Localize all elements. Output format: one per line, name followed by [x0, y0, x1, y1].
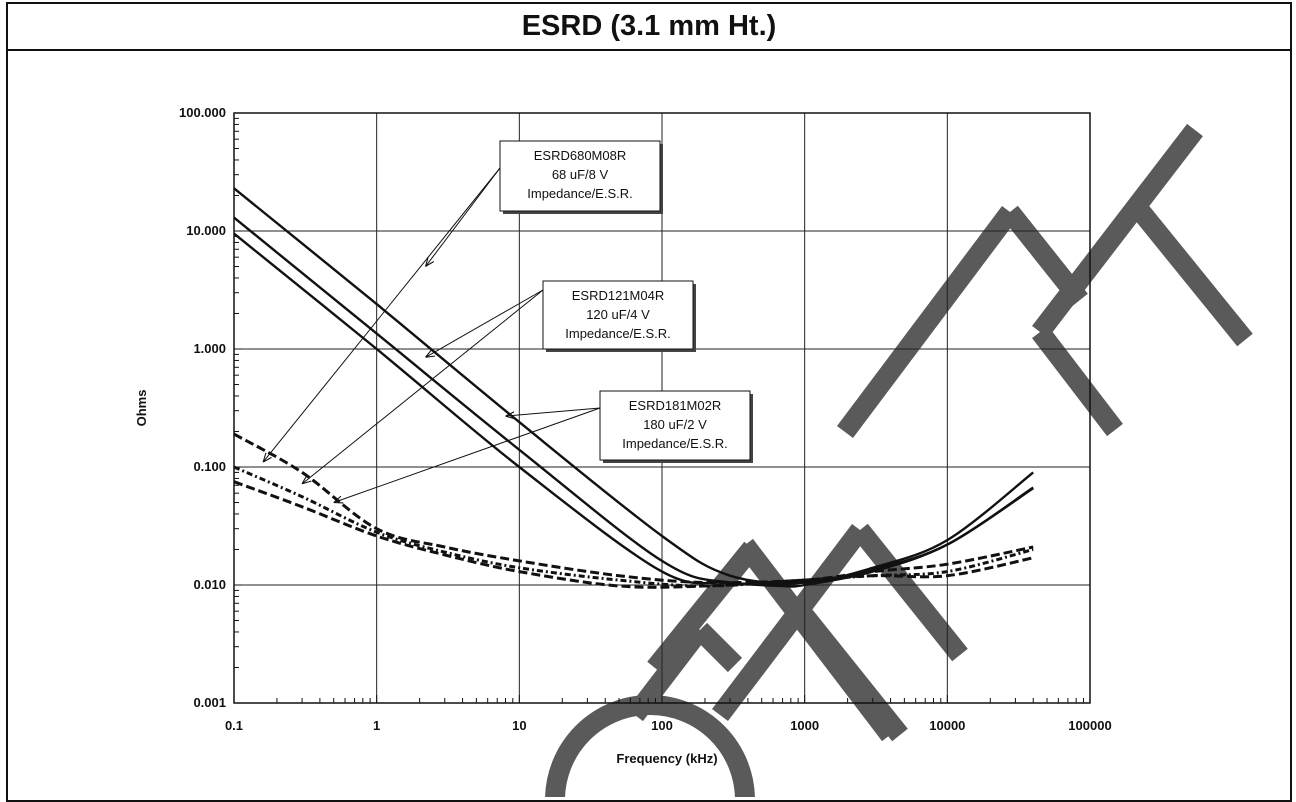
annotation-arrow: [263, 167, 501, 462]
y-tick-label: 100.000: [179, 105, 226, 120]
annotation-text: ESRD680M08R: [534, 148, 627, 163]
annotation-text: ESRD181M02R: [629, 398, 722, 413]
annotation-arrow: [506, 407, 601, 416]
x-tick-label: 1: [373, 718, 380, 733]
annotation-arrow: [302, 289, 544, 484]
watermark-E2: [1032, 123, 1253, 437]
annotation-box: [499, 140, 661, 212]
annotation-text: 120 uF/4 V: [586, 307, 650, 322]
watermark-B: [627, 622, 743, 722]
annotation-text: 68 uF/8 V: [552, 167, 609, 182]
series-group: [233, 187, 1034, 589]
annotation-box: [542, 280, 694, 350]
series-line-6: [233, 480, 1034, 589]
x-tick-label: 1000: [790, 718, 819, 733]
tick-labels: 0.1 1 10 100 1000 10000 100000 0.001 0.010 0.100 1…: [179, 105, 1112, 733]
annotation-arrow: [426, 289, 544, 357]
x-tick-label: 10000: [929, 718, 965, 733]
series-line-5: [233, 465, 1034, 588]
x-tick-label: 10: [512, 718, 526, 733]
series-line-4: [233, 432, 1034, 585]
axes: [233, 117, 1084, 704]
annotation-arrow: [426, 167, 501, 267]
annotation-box: [599, 390, 751, 461]
annotations: ESRD680M08R 68 uF/8 V Impedance/E.S.R. ESRD…: [263, 140, 753, 503]
chart-title-bar: ESRD (3.1 mm Ht.): [8, 4, 1290, 51]
annotation-text: Impedance/E.S.R.: [565, 326, 671, 341]
annotation-text: Impedance/E.S.R.: [622, 436, 728, 451]
x-tick-label: 100: [651, 718, 673, 733]
y-tick-label: 0.010: [193, 577, 226, 592]
y-tick-label: 0.001: [193, 695, 226, 710]
annotation-text: ESRD121M04R: [572, 288, 665, 303]
y-axis-label: Ohms: [134, 390, 149, 427]
obsolete-watermark: [545, 123, 1253, 797]
series-line-1: [233, 187, 1034, 585]
annotation-arrow: [334, 407, 601, 503]
annotation-text: 180 uF/2 V: [643, 417, 707, 432]
y-tick-label: 0.100: [193, 459, 226, 474]
y-tick-label: 1.000: [193, 341, 226, 356]
x-axis-label: Frequency (kHz): [616, 751, 717, 766]
watermark-E1: [712, 523, 968, 742]
chart-title: ESRD (3.1 mm Ht.): [521, 10, 777, 42]
annotation-text: Impedance/E.S.R.: [527, 186, 633, 201]
x-tick-label: 100000: [1068, 718, 1111, 733]
y-tick-label: 10.000: [186, 223, 226, 238]
x-tick-label: 0.1: [225, 718, 243, 733]
